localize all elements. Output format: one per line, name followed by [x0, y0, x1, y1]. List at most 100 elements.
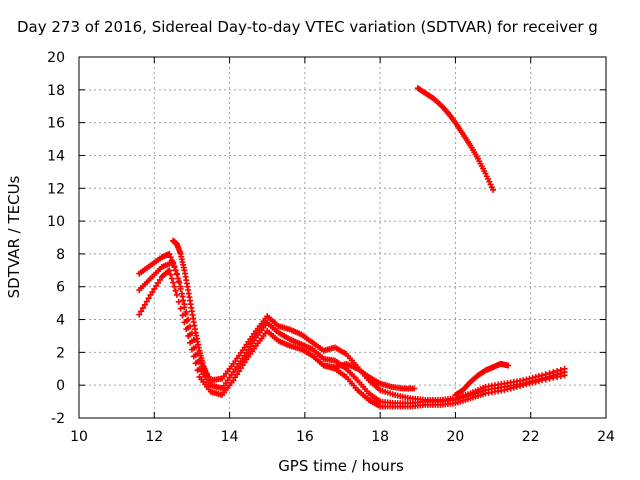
y-tick-label: -2: [51, 411, 65, 427]
data-point: [194, 367, 201, 374]
data-point: [182, 311, 189, 318]
data-point: [136, 311, 143, 318]
data-series: [136, 267, 568, 410]
data-point: [177, 283, 184, 290]
y-tick-label: 6: [56, 280, 65, 296]
data-point: [550, 374, 557, 381]
data-point: [251, 337, 258, 344]
data-point: [147, 291, 154, 298]
y-tick-label: 18: [47, 83, 65, 99]
data-point: [185, 332, 192, 339]
data-series: [414, 85, 497, 193]
data-point: [153, 282, 160, 289]
data-point: [143, 298, 150, 305]
y-tick-label: 8: [56, 247, 65, 263]
data-point: [557, 373, 564, 380]
data-series: [452, 360, 512, 399]
x-tick-label: 14: [221, 429, 239, 445]
data-point: [241, 352, 248, 359]
data-point: [243, 349, 250, 356]
data-point: [507, 385, 514, 392]
data-point: [138, 308, 145, 315]
y-tick-label: 16: [47, 116, 65, 132]
data-point: [504, 386, 511, 393]
data-point: [151, 285, 158, 292]
data-point: [235, 368, 242, 375]
data-point: [180, 297, 187, 304]
data-point: [187, 339, 194, 346]
data-point: [542, 376, 549, 383]
data-point: [181, 319, 188, 326]
x-tick-label: 24: [597, 429, 615, 445]
y-tick-label: 4: [56, 313, 65, 329]
y-tick-label: 20: [47, 50, 65, 66]
data-point: [230, 377, 237, 384]
data-point: [167, 254, 174, 261]
data-point: [183, 326, 190, 333]
x-tick-label: 22: [522, 429, 540, 445]
x-tick-label: 16: [296, 429, 314, 445]
data-point: [501, 387, 508, 394]
data-point: [554, 373, 561, 380]
data-point: [168, 275, 175, 282]
data-point: [145, 295, 152, 302]
y-tick-label: 10: [47, 214, 65, 230]
y-tick-label: 12: [47, 181, 65, 197]
data-point: [517, 383, 524, 390]
data-point: [411, 385, 418, 392]
data-point: [523, 381, 530, 388]
plot-frame: [78, 56, 607, 419]
x-tick-label: 12: [145, 429, 163, 445]
data-point: [234, 371, 241, 378]
x-tick-label: 10: [70, 429, 88, 445]
data-point: [177, 305, 184, 312]
data-point: [149, 288, 156, 295]
data-point: [156, 276, 163, 283]
data-point: [171, 283, 178, 290]
data-series: [170, 237, 210, 379]
data-point: [510, 384, 517, 391]
data-point: [181, 304, 188, 311]
data-point: [166, 250, 173, 257]
data-point: [188, 346, 195, 353]
data-point: [170, 279, 177, 286]
data-point: [546, 375, 553, 382]
data-point: [192, 360, 199, 367]
y-axis-label: SDTVAR / TECUs: [5, 175, 23, 298]
chart-title: Day 273 of 2016, Sidereal Day-to-day VTE…: [17, 18, 598, 36]
x-axis-label: GPS time / hours: [278, 457, 404, 475]
data-point: [561, 372, 568, 379]
data-point: [171, 263, 178, 270]
data-point: [249, 340, 256, 347]
grid: [79, 57, 606, 418]
data-point: [532, 378, 539, 385]
data-point: [172, 267, 179, 274]
data-point: [139, 305, 146, 312]
y-tick-label: 0: [56, 378, 65, 394]
data-point: [232, 374, 239, 381]
data-point: [178, 290, 185, 297]
data-point: [237, 365, 244, 372]
data-point: [535, 378, 542, 385]
data-point: [520, 382, 527, 389]
data-point: [179, 312, 186, 319]
data-point: [526, 380, 533, 387]
data-point: [176, 279, 183, 286]
x-tick-label: 20: [447, 429, 465, 445]
data-point: [173, 291, 180, 298]
data-point: [203, 372, 210, 379]
data-series: [136, 259, 568, 407]
data-point: [173, 271, 180, 278]
data-point: [247, 343, 254, 350]
data-point: [141, 301, 148, 308]
data-point: [539, 377, 546, 384]
data-point: [166, 267, 173, 274]
data-point: [155, 279, 162, 286]
data-point: [245, 346, 252, 353]
data-point: [529, 379, 536, 386]
data-point: [490, 186, 497, 193]
data-point: [175, 275, 182, 282]
y-tick-label: 2: [56, 345, 65, 361]
